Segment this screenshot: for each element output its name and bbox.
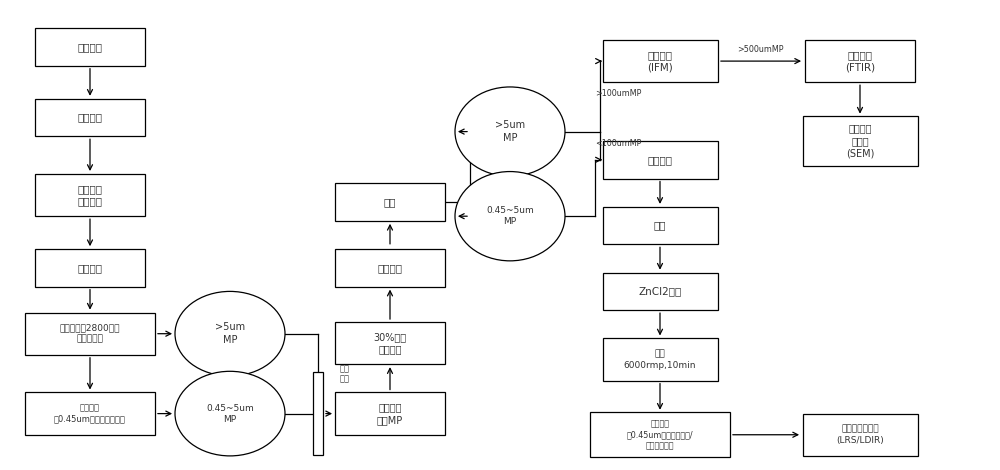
FancyBboxPatch shape: [602, 40, 718, 82]
FancyBboxPatch shape: [335, 392, 445, 435]
Text: 成分分析
(FTIR): 成分分析 (FTIR): [845, 50, 875, 72]
Ellipse shape: [455, 172, 565, 261]
FancyBboxPatch shape: [802, 117, 918, 166]
Text: 形态观测
(IFM): 形态观测 (IFM): [647, 50, 673, 72]
Text: 真空抽滤（2800目不
锈钢滤膜）: 真空抽滤（2800目不 锈钢滤膜）: [60, 324, 120, 344]
Text: >500umMP: >500umMP: [737, 45, 783, 54]
Text: 0.45~5um
MP: 0.45~5um MP: [206, 404, 254, 423]
Text: 微热: 微热: [654, 220, 666, 231]
Text: 真空抽滤
（0.45um亲水光面银膜/
不锈钢滤膜）: 真空抽滤 （0.45um亲水光面银膜/ 不锈钢滤膜）: [627, 419, 693, 450]
FancyBboxPatch shape: [602, 141, 718, 179]
Text: <100umMP: <100umMP: [595, 139, 641, 148]
Text: 称干重取
定量样品: 称干重取 定量样品: [78, 184, 103, 206]
FancyBboxPatch shape: [335, 249, 445, 287]
FancyBboxPatch shape: [35, 249, 145, 287]
Text: 干燥: 干燥: [384, 197, 396, 207]
FancyBboxPatch shape: [602, 338, 718, 381]
Text: >5um
MP: >5um MP: [215, 322, 245, 345]
FancyBboxPatch shape: [590, 413, 730, 457]
FancyBboxPatch shape: [335, 183, 445, 221]
FancyBboxPatch shape: [25, 392, 155, 435]
FancyBboxPatch shape: [802, 414, 918, 456]
Text: >5um
MP: >5um MP: [495, 120, 525, 143]
FancyBboxPatch shape: [313, 372, 323, 455]
FancyBboxPatch shape: [35, 99, 145, 136]
Text: 真空过滤: 真空过滤: [378, 263, 402, 273]
FancyBboxPatch shape: [35, 174, 145, 216]
Ellipse shape: [175, 371, 285, 456]
FancyBboxPatch shape: [35, 28, 145, 66]
Ellipse shape: [175, 291, 285, 376]
Text: >100umMP: >100umMP: [595, 89, 641, 99]
Text: 密度浮选: 密度浮选: [78, 263, 103, 273]
Text: 30%过氧
化氢消解: 30%过氧 化氢消解: [373, 332, 407, 354]
Text: 成分、颗粒分析
(LRS/LDIR): 成分、颗粒分析 (LRS/LDIR): [836, 425, 884, 445]
FancyBboxPatch shape: [335, 322, 445, 364]
Ellipse shape: [455, 87, 565, 176]
Text: 分别
进行: 分别 进行: [340, 364, 350, 384]
Text: 0.45~5um
MP: 0.45~5um MP: [486, 206, 534, 226]
Text: 乙醇浸泡: 乙醇浸泡: [648, 155, 672, 165]
FancyBboxPatch shape: [602, 207, 718, 244]
Text: 微区形貌
与结构
(SEM): 微区形貌 与结构 (SEM): [846, 124, 874, 158]
FancyBboxPatch shape: [602, 273, 718, 310]
Text: 离心
6000rmp,10min: 离心 6000rmp,10min: [624, 350, 696, 369]
FancyBboxPatch shape: [805, 40, 915, 82]
Text: 冷冻干燥: 冷冻干燥: [78, 112, 103, 123]
Text: 真空抽滤
（0.45um亲水光面银膜）: 真空抽滤 （0.45um亲水光面银膜）: [54, 404, 126, 423]
Text: ZnCl2浮选: ZnCl2浮选: [638, 286, 682, 297]
Text: 分装称重: 分装称重: [78, 42, 103, 52]
FancyBboxPatch shape: [25, 313, 155, 355]
Text: 乙醇冲洗
膜上MP: 乙醇冲洗 膜上MP: [377, 402, 403, 425]
